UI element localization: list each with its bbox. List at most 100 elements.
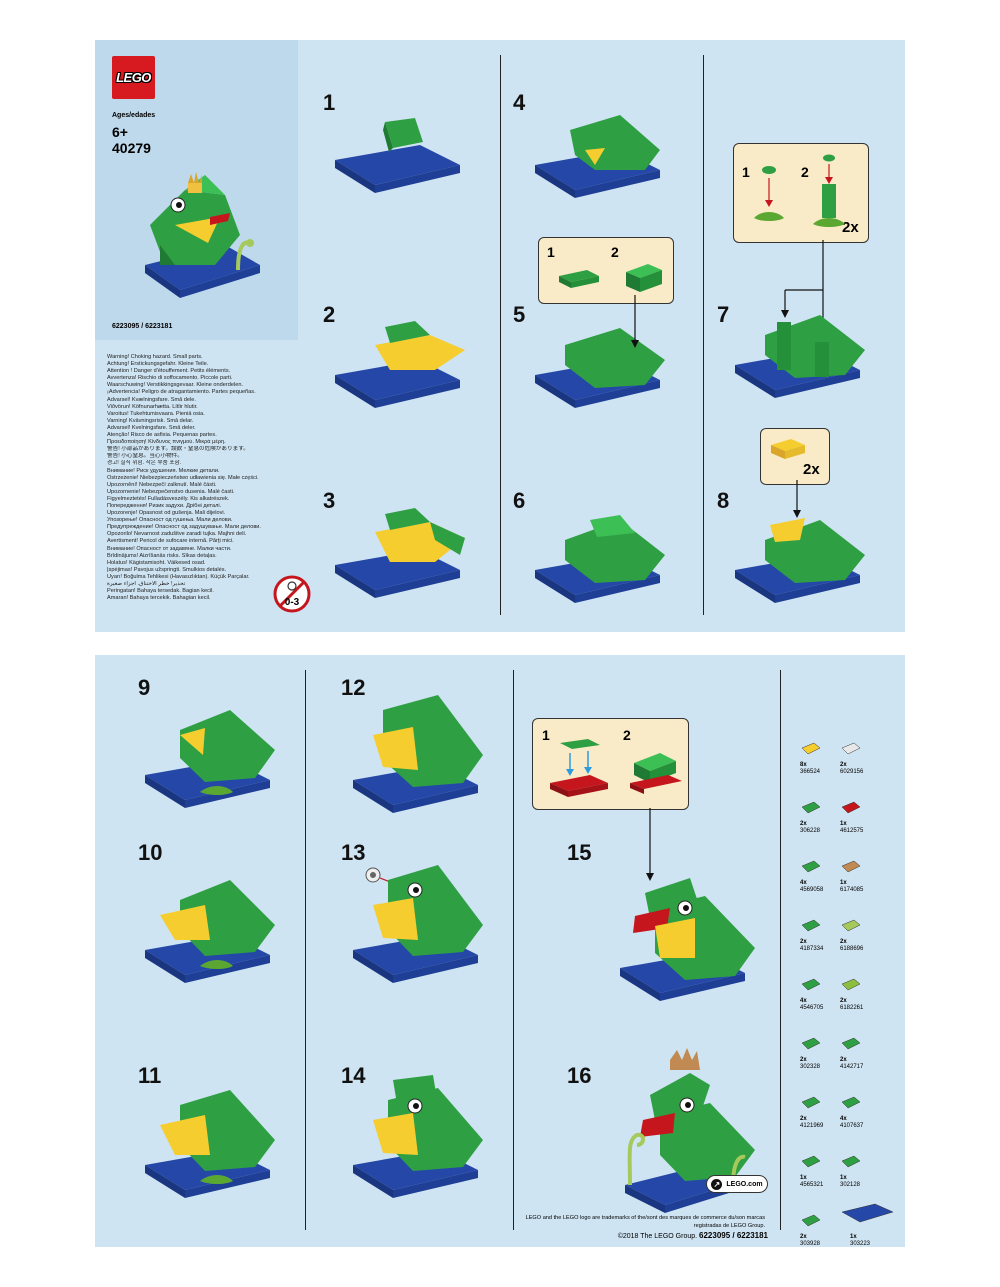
part-quantity: 2x	[800, 939, 807, 945]
step-5-model	[535, 295, 665, 408]
step-number: 8	[717, 488, 730, 513]
part-quantity: 2x	[840, 1057, 847, 1063]
part-quantity: 2x	[840, 998, 847, 1004]
barcode-ids: 6223095 / 6223181	[112, 323, 173, 330]
part-entry: 2x 6182261	[840, 976, 892, 1024]
lego-logo: LEGO	[112, 56, 155, 99]
substep-number: 1	[742, 164, 750, 180]
warning-line: Opozorilo! Nevarnost zadušitve zaradi tu…	[107, 531, 247, 538]
part-quantity: 1x	[840, 1175, 847, 1181]
part-id: 4142717	[840, 1064, 864, 1070]
part-quantity: 2x	[840, 939, 847, 945]
part-quantity: 1x	[840, 880, 847, 886]
step-9-model	[145, 710, 275, 808]
age-warning-text: 0-3	[285, 597, 300, 608]
part-image	[841, 1203, 894, 1223]
step-10-model	[145, 880, 275, 983]
part-quantity: 4x	[840, 1116, 847, 1122]
part-id: 4187334	[800, 946, 824, 952]
step-number: 11	[138, 1063, 162, 1088]
column-divider	[500, 55, 501, 615]
warning-line: Avertisment! Pericol de sufocare internă…	[107, 538, 234, 545]
substep-leaf-image	[754, 166, 784, 221]
step-8-subassembly-callout: 2x	[760, 428, 830, 485]
frog-prince-model-image	[145, 172, 260, 298]
step-1-model	[335, 118, 460, 193]
step-15-subassembly-callout: 1 2	[532, 718, 689, 810]
step-number: 12	[341, 675, 366, 700]
part-image	[801, 919, 821, 932]
part-entry: 4x 4569058	[800, 858, 852, 906]
part-entry: 1x 302128	[840, 1153, 892, 1201]
warning-line: Attention ! Danger d'étouffement. Petits…	[107, 368, 231, 375]
copyright-line: ©2018 The LEGO Group. 6223095 / 6223181	[525, 1231, 768, 1240]
step-5-subassembly-callout: 1 2	[538, 237, 674, 304]
part-image	[841, 1037, 861, 1050]
substep-number: 1	[547, 244, 555, 260]
warning-line: تحذير! خطر الاختناق. أجزاء صغيرة	[107, 581, 186, 587]
part-id: 302328	[800, 1064, 821, 1070]
warning-line: Achtung! Erstickungsgefahr. Kleine Teile…	[107, 361, 209, 368]
step-number: 6	[513, 488, 526, 513]
part-image	[801, 801, 821, 814]
warning-line: Advarsel! Kvælningsfare. Små dele.	[107, 396, 196, 403]
warning-line: Figyelmeztetés! Fulladásveszély. Kis alk…	[107, 495, 230, 502]
warning-line: Upozorenje! Opasnost od gušenja. Mali di…	[107, 510, 226, 517]
age-rating: 6+	[112, 124, 128, 140]
part-image	[801, 742, 821, 755]
choking-hazard-warnings: Warning! Choking hazard. Small parts. Ach…	[107, 354, 282, 602]
warning-line: Ostrzeżenie! Niebezpieczeństwo udławieni…	[107, 474, 259, 481]
step-number: 16	[567, 1063, 592, 1088]
part-quantity: 1x	[800, 1175, 807, 1181]
warning-line: Peringatan! Bahaya tersedak. Bagian keci…	[107, 588, 214, 595]
warning-line: Advarsel! Kvelningsfare. Små deler.	[107, 424, 196, 431]
part-entry: 2x 306228	[800, 799, 852, 847]
part-id: 6029156	[840, 769, 864, 775]
part-id: 4546705	[800, 1005, 824, 1011]
column-divider	[780, 670, 781, 1230]
part-id: 303223	[850, 1241, 871, 1247]
substep-brick-image	[559, 270, 599, 288]
part-id: 6188696	[840, 946, 864, 952]
step-number: 15	[567, 840, 592, 865]
part-quantity: 2x	[800, 1234, 807, 1240]
step-7-subassembly-callout: 1 2 2x	[733, 143, 869, 243]
warning-line: Предупреждение! Опасност од задушување. …	[107, 524, 261, 531]
instruction-page-2: 9 10 11 12 13 14 15 16	[95, 655, 905, 1247]
copyright-ids: 6223095 / 6223181	[699, 1231, 768, 1240]
part-entry: 4x 4107637	[840, 1094, 892, 1142]
warning-line: Varning! Kvävningsrisk. Små delar.	[107, 417, 194, 424]
step-number: 10	[138, 840, 163, 865]
step-4-model	[535, 115, 660, 198]
cover-panel: LEGO Ages/edades 6+ 40279 6223095 / 6223…	[95, 40, 298, 340]
trademark-notice: LEGO and the LEGO logo are trademarks of…	[525, 1215, 765, 1229]
column-divider	[305, 670, 306, 1230]
step-2-model	[335, 321, 465, 408]
part-image	[841, 1096, 861, 1109]
part-id: 4121969	[800, 1123, 824, 1129]
part-id: 4107637	[840, 1123, 864, 1129]
lego-website-link[interactable]: ↗ LEGO.com	[706, 1175, 768, 1193]
warning-line: Upozornění! Nebezpečí zalknutí. Malé čás…	[107, 481, 217, 488]
quantity-multiplier: 2x	[803, 461, 820, 478]
part-quantity: 4x	[800, 998, 807, 1004]
column-divider	[513, 670, 514, 1230]
warning-line: Amaran! Bahaya tercekik. Bahagian kecil.	[107, 595, 211, 602]
part-image	[841, 801, 861, 814]
warning-line: 警告! 小部品があります。誤飲・窒息の危険があります。	[107, 446, 249, 453]
part-entry: 2x 4187334	[800, 917, 852, 965]
ages-label: Ages/edades	[112, 112, 156, 119]
step-number: 1	[323, 90, 336, 115]
part-image	[801, 1214, 821, 1227]
copyright-text: ©2018 The LEGO Group.	[617, 1233, 698, 1240]
part-quantity: 2x	[800, 1057, 807, 1063]
substep-number: 2	[611, 244, 619, 260]
set-number: 40279	[112, 140, 151, 156]
part-entry: 8x 366524	[800, 740, 852, 788]
step-number: 5	[513, 302, 526, 327]
warning-line: Holatus! Kägistamisoht. Väikesed osad.	[107, 559, 206, 566]
part-id: 302128	[840, 1182, 861, 1188]
part-entry: 2x 6029156	[840, 740, 892, 788]
arrow-icon: ↗	[711, 1178, 723, 1190]
substep-red-plate-image	[550, 739, 608, 797]
